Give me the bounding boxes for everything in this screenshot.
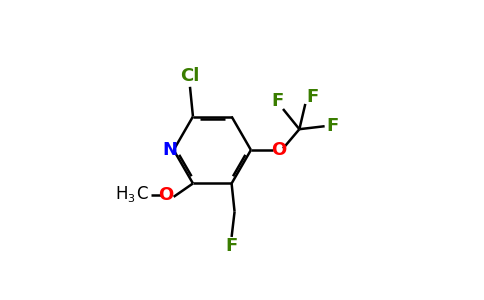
Text: N: N xyxy=(162,141,177,159)
Text: H: H xyxy=(115,185,128,203)
Text: Cl: Cl xyxy=(181,68,200,85)
Text: 3: 3 xyxy=(128,194,135,204)
Text: C: C xyxy=(136,185,148,203)
Text: O: O xyxy=(159,186,174,204)
Text: F: F xyxy=(326,117,338,135)
Text: O: O xyxy=(271,141,286,159)
Text: F: F xyxy=(306,88,319,106)
Text: F: F xyxy=(226,238,238,256)
Text: F: F xyxy=(271,92,283,110)
